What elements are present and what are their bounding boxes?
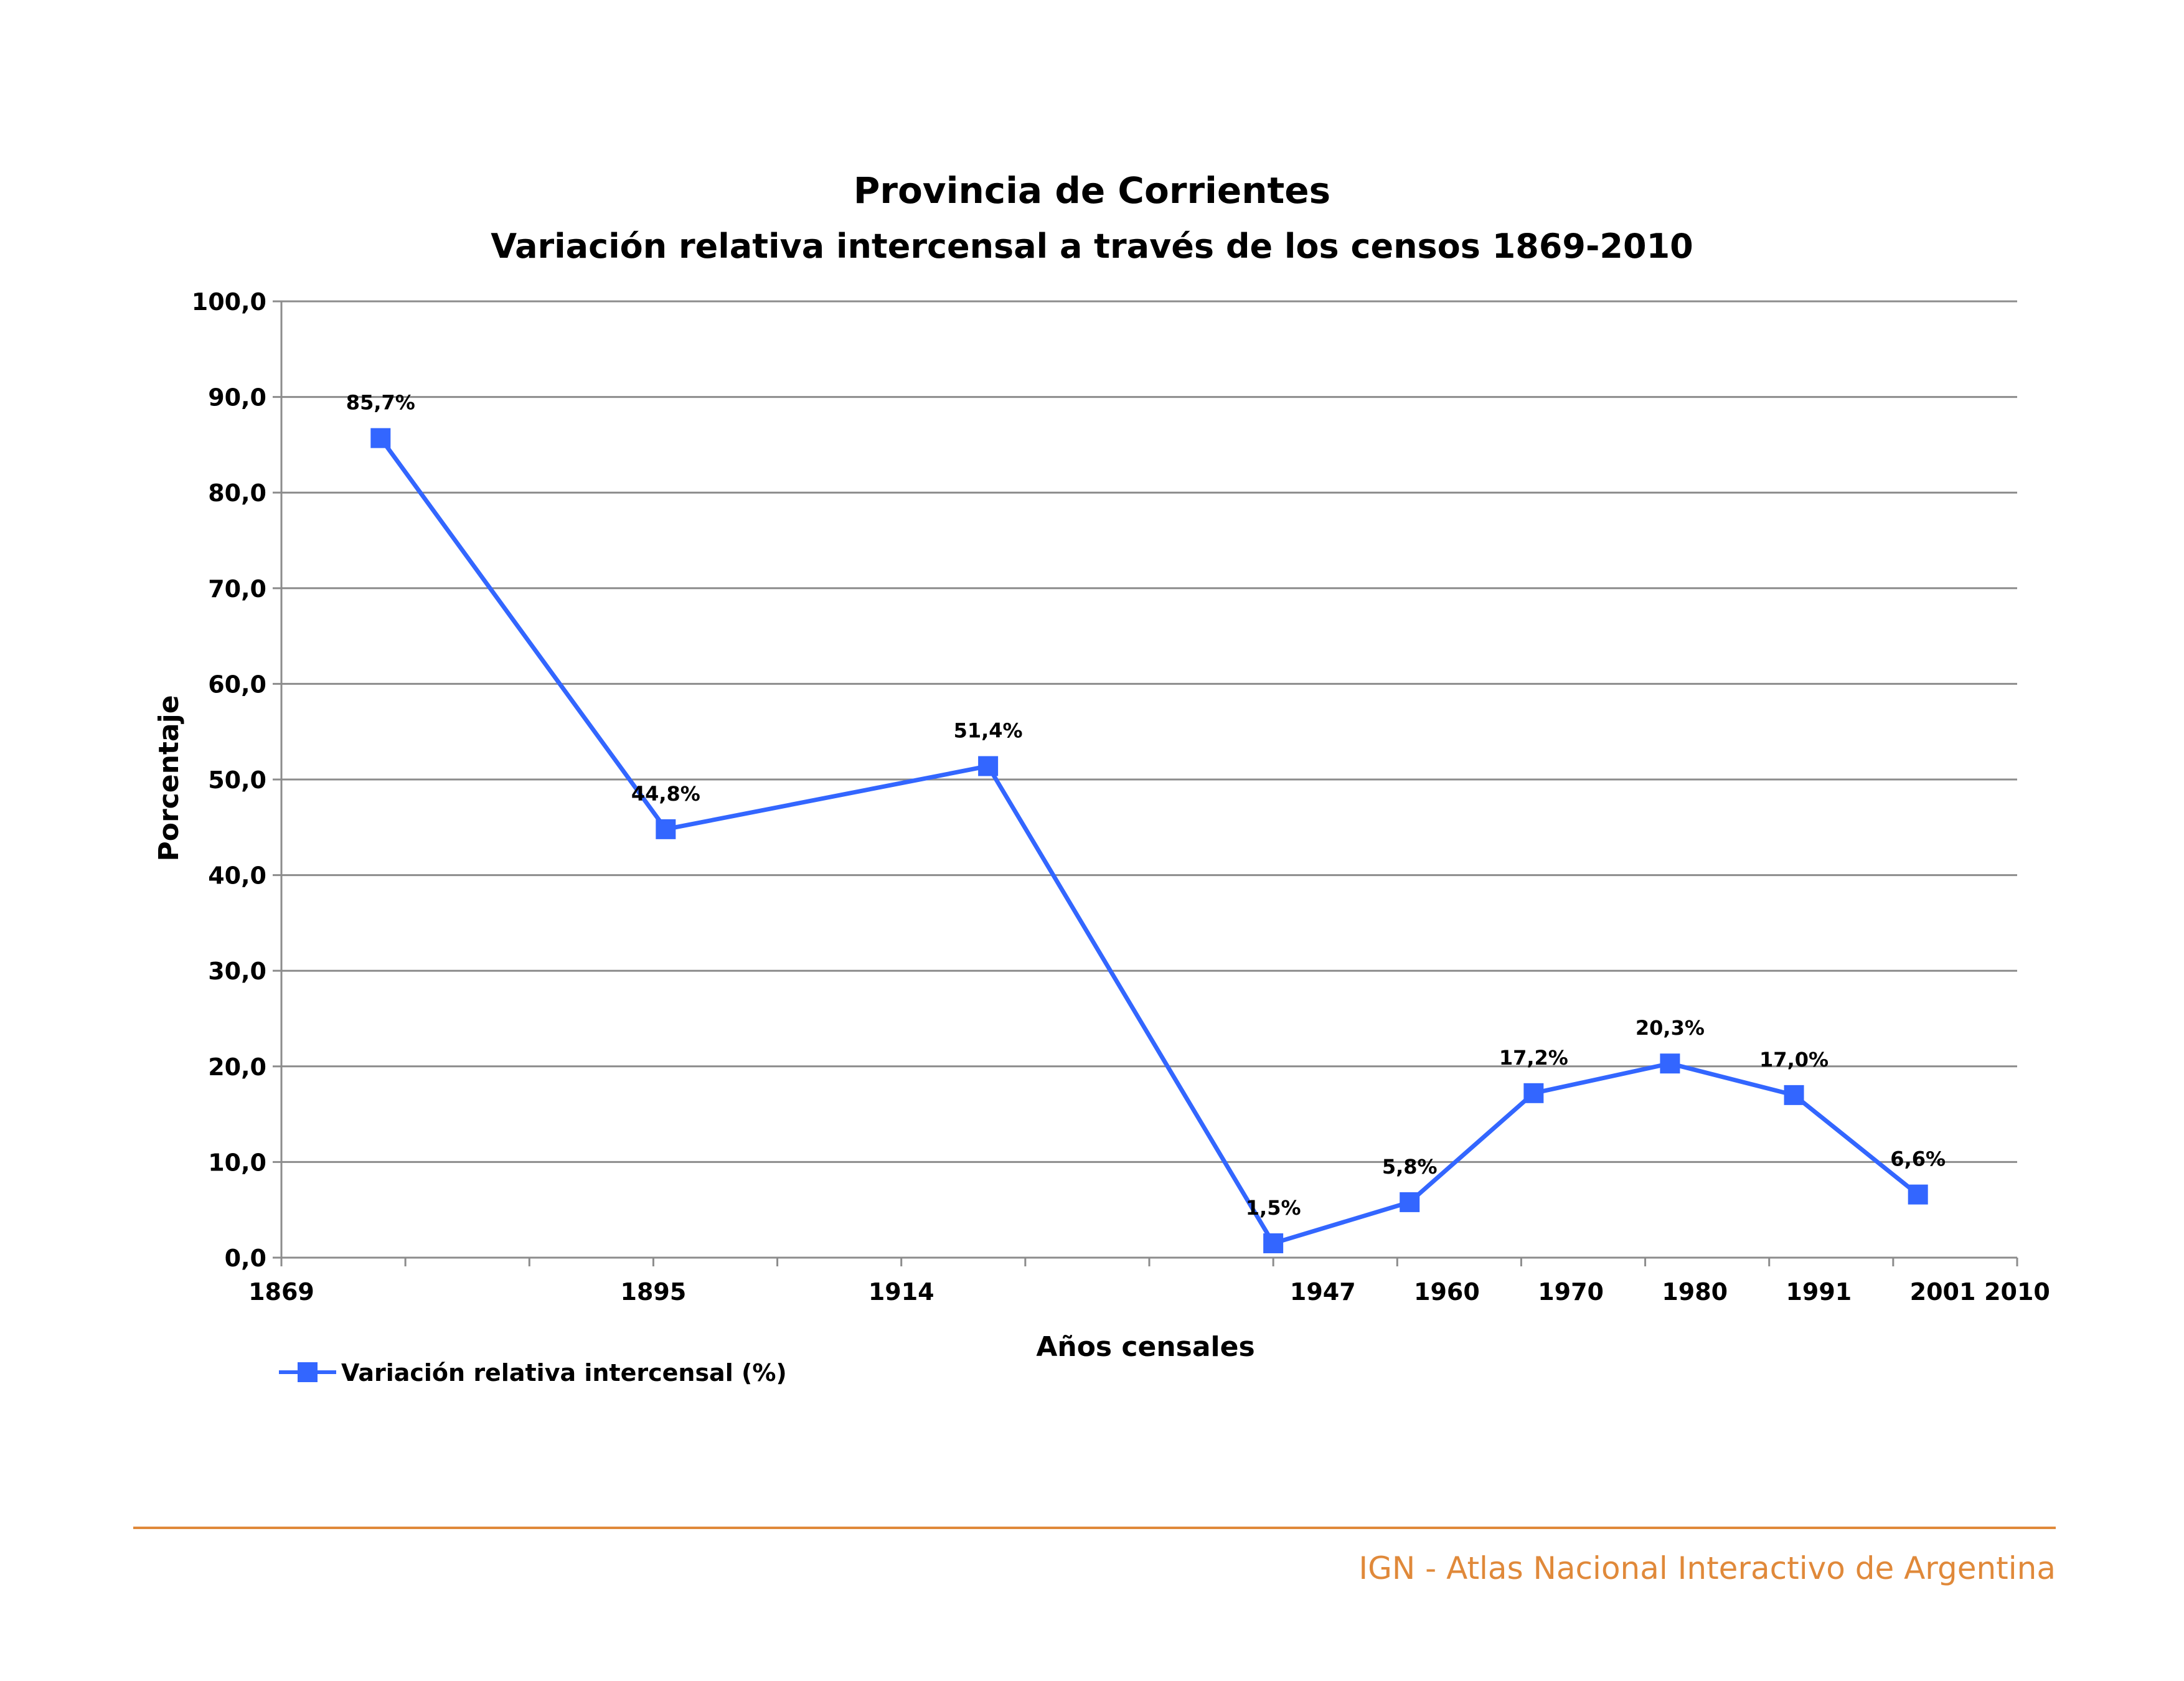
data-label: 44,8% — [631, 782, 700, 806]
x-tick-label: 1869 — [248, 1278, 314, 1306]
data-label: 1,5% — [1246, 1196, 1301, 1220]
y-tick-label: 100,0 — [192, 288, 266, 316]
y-axis-ticks: 0,0 10,0 20,0 30,0 40,0 50,0 60,0 70,0 80,0 90,0 1… — [192, 288, 266, 1272]
y-tick-label: 10,0 — [208, 1149, 266, 1176]
x-tick-label: 1980 — [1662, 1278, 1728, 1306]
x-tick-label: 2001 — [1910, 1278, 1976, 1306]
data-point — [1400, 1192, 1420, 1212]
data-point — [978, 756, 999, 776]
data-point — [1908, 1184, 1928, 1205]
x-axis-title: Años censales — [1036, 1331, 1254, 1363]
legend: Variación relativa intercensal (%) — [279, 1359, 787, 1387]
y-axis-title: Porcentaje — [153, 695, 185, 861]
chart-title: Provincia de Corrientes — [854, 169, 1330, 212]
data-label: 5,8% — [1382, 1155, 1438, 1179]
data-point — [1784, 1085, 1804, 1105]
footer-divider — [133, 1527, 2056, 1529]
data-label: 17,0% — [1759, 1048, 1829, 1071]
data-point — [656, 819, 676, 839]
chart-subtitle: Variación relativa intercensal a través … — [491, 227, 1693, 266]
x-tick-label: 1947 — [1290, 1278, 1356, 1306]
data-point — [1263, 1233, 1284, 1253]
y-tick-label: 40,0 — [208, 862, 266, 890]
x-axis-ticks: 1869 1895 1914 1947 1960 1970 1980 1991 2001 2010 — [248, 1278, 2050, 1306]
x-tick-label: 1895 — [621, 1278, 687, 1306]
y-tick-label: 60,0 — [208, 671, 266, 698]
series-path — [379, 436, 1919, 1246]
data-label: 51,4% — [954, 718, 1023, 742]
x-tick-label: 2010 — [1984, 1278, 2050, 1306]
x-tick-label: 1970 — [1538, 1278, 1604, 1306]
x-tick-label: 1914 — [868, 1278, 934, 1306]
y-tick-label: 80,0 — [208, 479, 266, 507]
legend-marker — [298, 1362, 318, 1382]
data-label: 6,6% — [1890, 1147, 1946, 1171]
series-line — [370, 428, 1928, 1253]
data-label: 20,3% — [1636, 1016, 1705, 1040]
legend-label: Variación relativa intercensal (%) — [341, 1359, 787, 1387]
y-tick-label: 90,0 — [208, 384, 266, 412]
x-tick-label: 1991 — [1786, 1278, 1852, 1306]
y-tick-label: 50,0 — [208, 766, 266, 794]
y-tick-label: 70,0 — [208, 575, 266, 603]
data-label: 17,2% — [1499, 1046, 1568, 1070]
y-tick-label: 30,0 — [208, 958, 266, 985]
data-point — [370, 428, 391, 448]
data-point — [1660, 1053, 1680, 1074]
axes — [273, 300, 2018, 1266]
data-point — [1523, 1083, 1544, 1103]
x-tick-label: 1960 — [1414, 1278, 1480, 1306]
y-tick-label: 0,0 — [225, 1245, 266, 1272]
footer-attribution: IGN - Atlas Nacional Interactivo de Arge… — [1358, 1550, 2056, 1586]
data-label: 85,7% — [346, 391, 415, 415]
gridlines — [281, 300, 2017, 1163]
y-tick-label: 20,0 — [208, 1053, 266, 1081]
data-labels: 85,7% 44,8% 51,4% 1,5% 5,8% 17,2% 20,3% 17,0% 6,… — [346, 391, 1946, 1220]
